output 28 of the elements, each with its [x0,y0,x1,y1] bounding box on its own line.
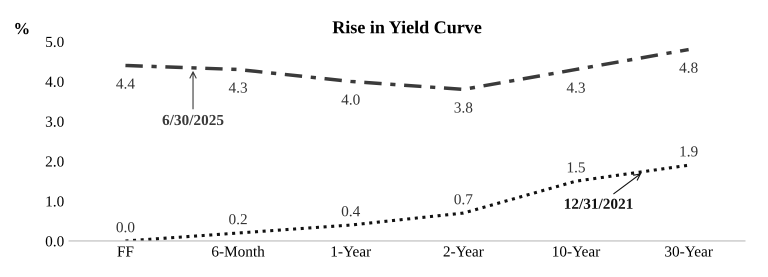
legend-label: 12/31/2021 [564,198,633,209]
data-label: 0.7 [454,194,472,204]
y-tick-label: 1.0 [46,196,64,207]
x-tick-label: FF [117,246,134,256]
data-label: 4.8 [679,62,698,73]
data-label: 4.3 [228,82,248,93]
data-label: 4.4 [116,78,135,89]
data-label: 4.3 [566,82,585,93]
y-tick-label: 2.0 [46,156,64,167]
x-tick-label: 30-Year [665,246,713,257]
chart-title: Rise in Yield Curve [332,20,482,34]
x-tick-label: 10-Year [553,246,600,257]
y-axis-title: % [15,22,29,34]
data-label: 3.8 [454,102,472,113]
data-label: 0.0 [116,222,134,232]
y-tick-label: 3.0 [46,116,64,127]
y-tick-label: 0.0 [46,236,64,247]
data-label: 0.4 [342,206,360,216]
data-label: 4.0 [341,94,360,105]
data-label: 1.5 [568,162,585,173]
x-tick-label: 6-Month [212,246,265,257]
y-tick-label: 4.0 [45,76,64,87]
data-label: 1.9 [680,146,698,157]
text: 6/30/2025 [162,114,224,126]
data-label: 0.2 [229,214,247,224]
x-tick-label: 1-Year [332,246,372,257]
x-tick-label: 2-Year [444,246,484,257]
y-tick-label: 5.0 [46,36,64,48]
